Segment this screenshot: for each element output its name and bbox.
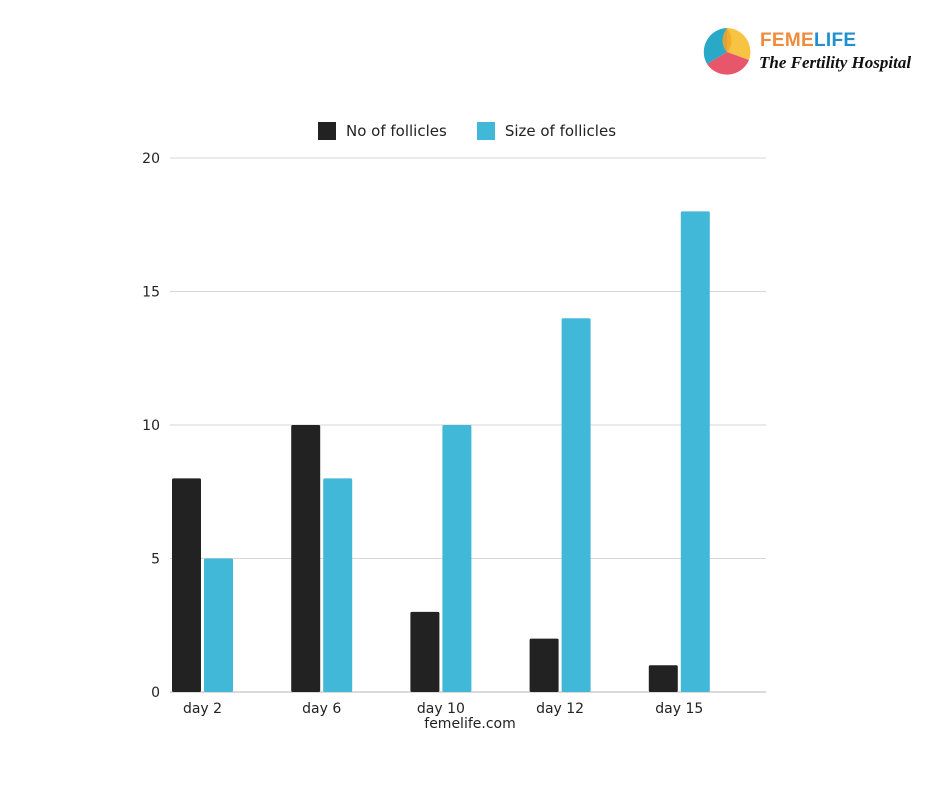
- x-tick-label-day-2: day 2: [183, 701, 222, 717]
- bar-no-of-follicles-day-12: [529, 638, 559, 692]
- y-tick-label-0: 0: [151, 685, 160, 701]
- y-tick-label-15: 15: [142, 285, 160, 301]
- brand-name: FEMELIFE: [760, 30, 856, 52]
- y-tick-label-10: 10: [142, 418, 160, 434]
- brand-name-part2: LIFE: [813, 30, 857, 51]
- bar-no-of-follicles-day-10: [410, 611, 440, 692]
- femelife-logo-icon: [703, 28, 751, 76]
- bar-no-of-follicles-day-6: [291, 425, 321, 692]
- brand-tagline: The Fertility Hospital: [759, 53, 912, 72]
- footer: femelife.com: [0, 716, 940, 732]
- bar-no-of-follicles-day-15: [648, 665, 678, 692]
- y-tick-label-20: 20: [142, 151, 160, 167]
- legend-label-size-of-follicles: Size of follicles: [504, 122, 617, 140]
- y-tick-label-5: 5: [151, 552, 160, 568]
- legend-item-size-of-follicles: Size of follicles: [476, 122, 617, 140]
- footer-website: femelife.com: [424, 716, 516, 732]
- bar-size-of-follicles-day-12: [561, 318, 591, 692]
- brand-name-part1: FEME: [760, 30, 814, 51]
- x-tick-label-day-10: day 10: [417, 701, 465, 717]
- chart-legend: No of follicles Size of follicles: [318, 121, 646, 141]
- bar-size-of-follicles-day-6: [323, 478, 353, 692]
- legend-swatch-size-of-follicles: [476, 122, 495, 140]
- bar-size-of-follicles-day-15: [680, 211, 710, 692]
- x-tick-label-day-6: day 6: [302, 701, 341, 717]
- x-tick-label-day-12: day 12: [536, 701, 584, 717]
- legend-label-no-of-follicles: No of follicles: [346, 122, 447, 140]
- bar-size-of-follicles-day-2: [204, 558, 233, 692]
- legend-swatch-no-of-follicles: [318, 122, 336, 140]
- bar-size-of-follicles-day-10: [442, 425, 472, 692]
- bar-no-of-follicles-day-2: [172, 478, 201, 692]
- brand-logo: FEMELIFE The Fertility Hospital: [701, 26, 916, 82]
- x-tick-label-day-15: day 15: [655, 701, 703, 717]
- legend-item-no-of-follicles: No of follicles: [318, 122, 447, 140]
